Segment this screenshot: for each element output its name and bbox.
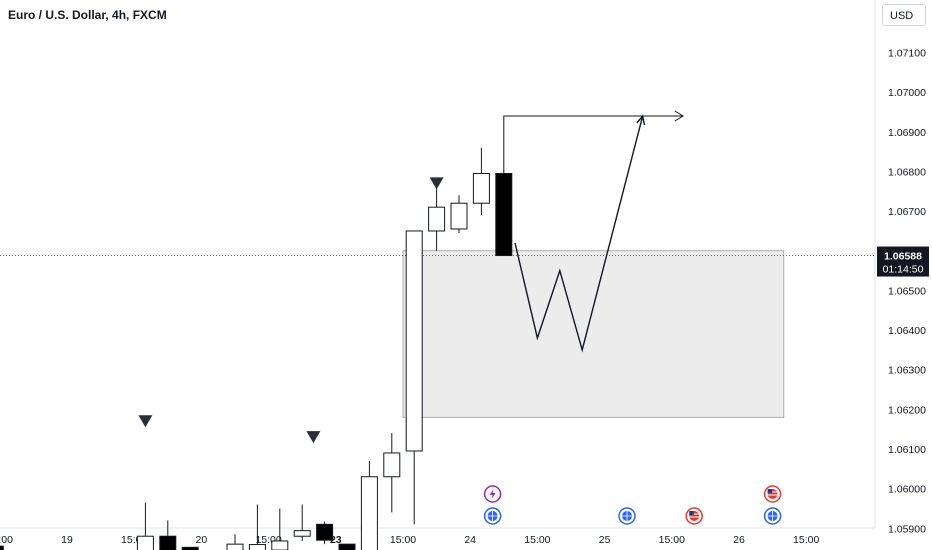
candle-bullish[interactable] (450, 202, 468, 230)
current-price-value: 1.06588 (884, 251, 922, 263)
y-tick-label: 1.06400 (888, 325, 926, 337)
y-tick-label: 1.05900 (888, 523, 926, 535)
x-tick-label: 23 (330, 534, 342, 546)
candle-bearish[interactable] (338, 543, 356, 550)
y-tick-label: 1.06900 (888, 127, 926, 139)
y-tick-label: 1.06100 (888, 444, 926, 456)
flag-canton (689, 511, 694, 515)
candle-bullish[interactable] (428, 206, 446, 232)
candle-bullish[interactable] (271, 540, 289, 550)
candle-bearish[interactable] (0, 545, 4, 550)
candle-bearish[interactable] (159, 535, 177, 550)
y-tick-label: 1.06800 (888, 167, 926, 179)
x-tick-label: 15:00 (524, 534, 550, 546)
target-arrowhead (674, 110, 684, 122)
x-tick-label: 15:00 (659, 534, 685, 546)
y-tick-label: 1.06700 (888, 206, 926, 218)
candle-bullish[interactable] (226, 543, 244, 550)
x-tick-label: 20 (196, 534, 208, 546)
y-tick-label: 1.07000 (888, 87, 926, 99)
target-line[interactable] (503, 115, 683, 174)
flag-canton (767, 489, 773, 493)
y-tick-label: 1.06000 (888, 484, 926, 496)
y-tick-label: 1.06500 (888, 285, 926, 297)
lightning-glyph (489, 489, 496, 499)
down-triangle-marker (429, 177, 444, 190)
candle-bullish[interactable] (293, 530, 311, 537)
x-tick-label: 15:00 (390, 534, 416, 546)
candle-bullish[interactable] (405, 230, 423, 452)
candle-countdown: 01:14:50 (883, 264, 924, 276)
chart-title: Euro / U.S. Dollar, 4h, FXCM (8, 8, 167, 22)
candle-bullish[interactable] (360, 476, 378, 550)
projection-path[interactable] (514, 115, 644, 353)
x-tick-label: 15:00 (793, 534, 819, 546)
candle-bullish[interactable] (136, 535, 154, 550)
demand-zone-rectangle[interactable] (402, 250, 785, 418)
globe-lines (487, 511, 498, 521)
x-tick-label: 26 (733, 534, 745, 546)
globe-lines (622, 511, 632, 521)
current-price-label (877, 246, 929, 277)
y-tick-label: 1.07100 (888, 48, 926, 60)
down-triangle-marker (138, 415, 153, 428)
candle-bearish[interactable] (316, 523, 334, 541)
y-tick-label: 1.06300 (888, 365, 926, 377)
x-tick-label: 15:00 (0, 534, 13, 546)
x-tick-label: 25 (599, 534, 611, 546)
candle-bearish[interactable] (495, 172, 513, 257)
y-tick-label: 1.06200 (888, 404, 926, 416)
candle-bullish[interactable] (383, 452, 401, 478)
candle-bearish[interactable] (181, 546, 199, 550)
x-tick-label: 19 (61, 534, 73, 546)
x-tick-label: 24 (464, 534, 476, 546)
candle-bullish[interactable] (472, 172, 490, 204)
globe-lines (767, 511, 778, 521)
down-triangle-marker (306, 431, 321, 444)
candle-bullish[interactable] (248, 544, 266, 550)
currency-selector[interactable]: USD (882, 4, 926, 26)
